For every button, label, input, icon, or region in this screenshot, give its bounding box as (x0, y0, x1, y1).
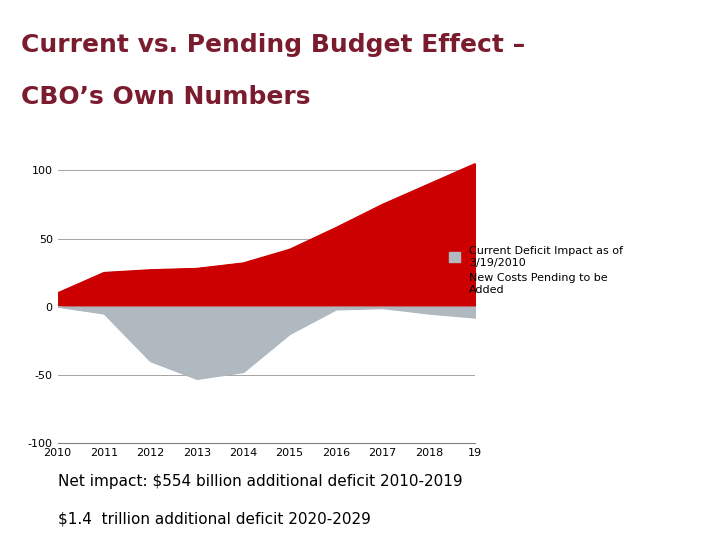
Text: OF MANAGEMENT: OF MANAGEMENT (574, 55, 665, 64)
Text: CARLSON SCHOOL: CARLSON SCHOOL (551, 27, 688, 40)
Legend: Current Deficit Impact as of
3/19/2010, New Costs Pending to be
Added: Current Deficit Impact as of 3/19/2010, … (444, 241, 629, 300)
Text: $1.4  trillion additional deficit 2020-2029: $1.4 trillion additional deficit 2020-20… (58, 511, 371, 526)
Text: Net impact: $554 billion additional deficit 2010-2019: Net impact: $554 billion additional defi… (58, 474, 462, 489)
Text: UNIVERSITY OF MINNESOTA: UNIVERSITY OF MINNESOTA (557, 91, 682, 99)
Text: CBO’s Own Numbers: CBO’s Own Numbers (21, 85, 310, 110)
Text: Current vs. Pending Budget Effect –: Current vs. Pending Budget Effect – (21, 33, 525, 57)
